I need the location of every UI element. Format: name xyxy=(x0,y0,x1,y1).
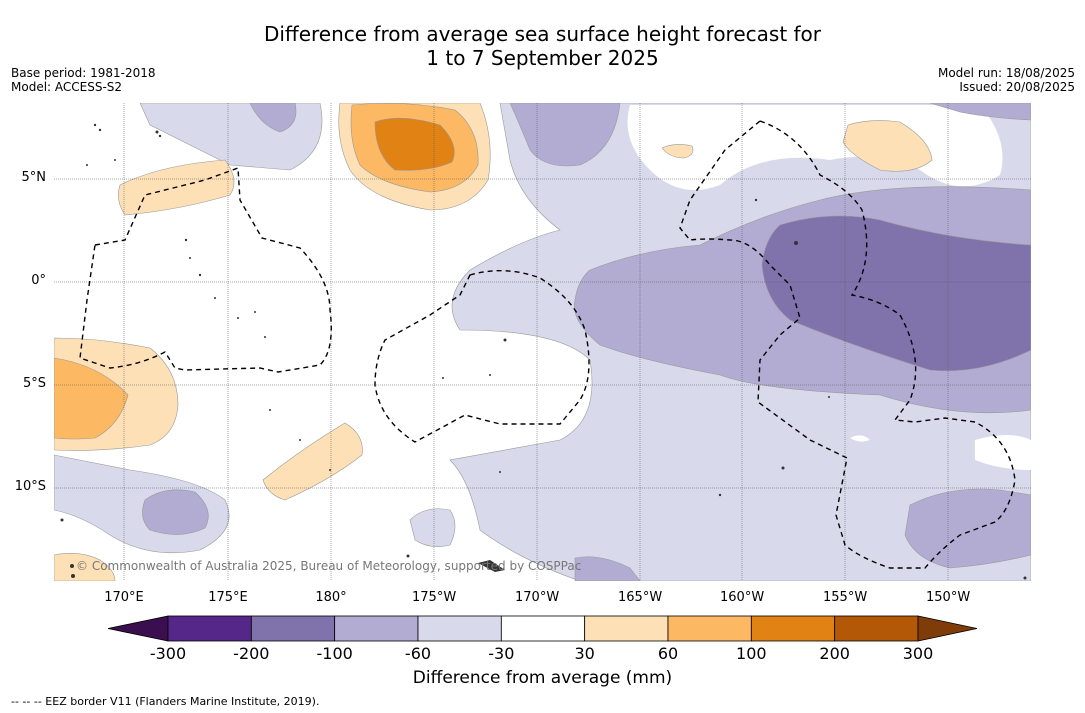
colorbar-bin xyxy=(750,615,836,642)
longitude-label: 165°W xyxy=(618,590,663,605)
issued-date: Issued: 20/08/2025 xyxy=(959,80,1075,94)
colorbar-tick-label: -60 xyxy=(404,644,432,663)
colorbar-bin xyxy=(667,615,752,642)
colorbar-title: Difference from average (mm) xyxy=(412,668,673,688)
base-period: Base period: 1981-2018 xyxy=(11,66,156,80)
map-title-line1: Difference from average sea surface heig… xyxy=(263,22,822,46)
latitude-label: 10°S xyxy=(14,479,46,494)
colorbar-tick-label: -30 xyxy=(488,644,515,663)
colorbar-tick-label: 30 xyxy=(574,644,595,663)
map-title-line2: 1 to 7 September 2025 xyxy=(426,46,659,70)
colorbar-bin xyxy=(834,615,919,642)
longitude-label: 175°E xyxy=(208,590,248,605)
longitude-label: 180° xyxy=(315,590,347,605)
colorbar-extend-high xyxy=(917,615,978,642)
model-name: Model: ACCESS-S2 xyxy=(11,80,123,94)
graticule xyxy=(54,103,1031,581)
colorbar-bin xyxy=(417,615,502,642)
map-title: Difference from average sea surface heig… xyxy=(0,22,1085,70)
colorbar-bin xyxy=(334,615,419,642)
eez-footnote: -- -- -- EEZ border V11 (Flanders Marine… xyxy=(11,695,320,708)
anomaly-neutral-holes xyxy=(627,105,1031,470)
meta-right: Model run: 18/08/2025 Issued: 20/08/2025 xyxy=(938,66,1075,94)
latitude-label: 5°S xyxy=(22,376,46,391)
longitude-label: 175°W xyxy=(412,590,457,605)
colorbar-bin xyxy=(584,615,669,642)
colorbar-tick-label: -200 xyxy=(233,644,270,663)
longitude-label: 170°W xyxy=(515,590,560,605)
map-field: © Commonwealth of Australia 2025, Bureau… xyxy=(54,103,1031,581)
colorbar-extend-low xyxy=(107,615,169,642)
longitude-label: 155°W xyxy=(823,590,868,605)
colorbar-tick-label: 300 xyxy=(902,644,934,663)
islands xyxy=(60,123,1027,580)
colorbar-bin xyxy=(250,615,336,642)
longitude-label: 160°W xyxy=(720,590,765,605)
model-run: Model run: 18/08/2025 xyxy=(937,66,1075,80)
copyright-notice: © Commonwealth of Australia 2025, Bureau… xyxy=(76,559,581,573)
colorbar-tick-label: 100 xyxy=(736,644,767,663)
colorbar-tick-label: 200 xyxy=(819,644,850,663)
longitude-label: 150°W xyxy=(926,590,971,605)
anomaly-neg-100-200 xyxy=(761,215,1031,372)
longitude-label: 170°E xyxy=(104,590,144,605)
meta-left: Base period: 1981-2018 Model: ACCESS-S2 xyxy=(11,66,156,94)
colorbar-bin xyxy=(167,615,252,642)
colorbar xyxy=(107,615,978,642)
anomaly-pos-100-200 xyxy=(374,117,455,171)
colorbar-bin xyxy=(500,615,586,642)
colorbar-tick-label: -300 xyxy=(149,644,187,663)
eez-borders xyxy=(79,120,1016,569)
latitude-label: 5°N xyxy=(21,170,47,185)
colorbar-tick-label: -100 xyxy=(316,644,353,663)
colorbar-tick-label: 60 xyxy=(657,644,679,663)
latitude-label: 0° xyxy=(31,273,46,288)
